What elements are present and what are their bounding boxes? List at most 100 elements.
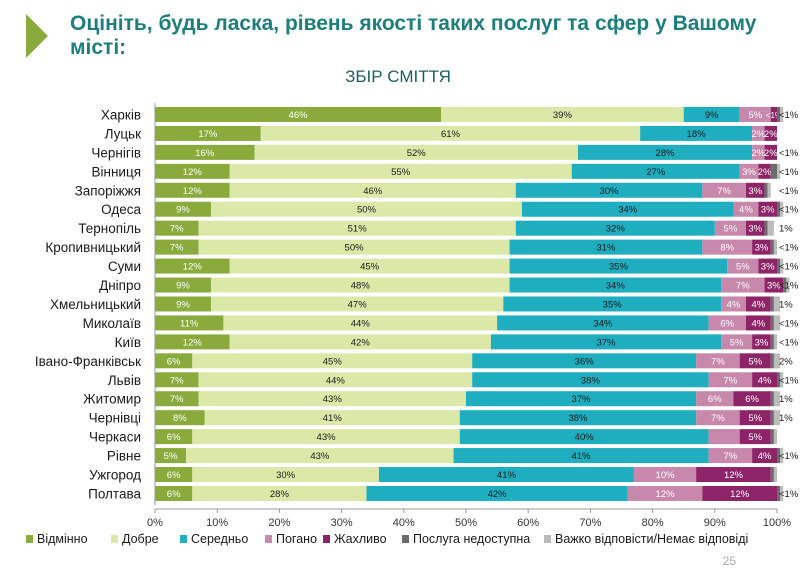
bar-segment [497,315,709,331]
x-tick-label: 10% [206,517,228,529]
bar-segment [777,201,781,217]
bar-segment [198,239,510,255]
segment-label: 6% [167,432,181,443]
legend-label: Середньо [191,532,248,546]
bar-segment [752,144,765,160]
segment-label: 12% [656,489,676,500]
segment-label: 5% [723,224,737,235]
segment-label: 5% [748,432,762,443]
bar-segment [780,448,784,464]
category-label: Ужгород [89,468,141,483]
bar-segment [773,239,777,255]
segment-label: 2% [751,148,765,159]
segment-label: 6% [167,489,181,500]
bar-segment [155,353,193,369]
bar-segment [752,334,771,350]
bar-segment [758,163,771,179]
category-label: Дніпро [99,278,141,293]
segment-label: 42% [488,489,508,500]
segment-label: 28% [270,489,290,500]
bar-segment [773,353,781,369]
outside-label: <1% [779,451,799,462]
segment-label: 4% [727,299,741,310]
bar-segment [155,429,193,445]
segment-label: 2% [764,148,778,159]
bar-segment [764,144,777,160]
segment-label: 31% [596,243,616,254]
segment-label: 38% [581,375,601,386]
segment-label: 46% [289,110,309,121]
segment-label: 3% [761,262,775,273]
bar-segment [627,485,703,501]
segment-label: 43% [317,432,337,443]
segment-label: 4% [758,375,772,386]
bar-segment [254,144,578,160]
segment-label: 3% [755,337,769,348]
bar-segment [708,448,753,464]
bar-segment [155,372,199,388]
bar-segment [155,258,230,274]
category-label: Вінниця [92,164,142,179]
segment-label: 7% [723,375,737,386]
bar-segment [733,201,759,217]
bar-segment [155,296,211,312]
segment-label: 47% [348,299,368,310]
bar-segment [155,125,261,141]
outside-label: <1% [779,281,799,292]
bar-segment [577,144,753,160]
bar-segment [472,372,709,388]
page-title: Оцініть, будь ласка, рівень якості таких… [70,12,757,59]
segment-label: 37% [596,337,616,348]
bar-segment [770,353,774,369]
bar-segment [739,410,771,426]
bar-segment [198,220,516,236]
segment-label: 7% [170,394,184,405]
bar-segment [155,144,255,160]
segment-label: 8% [720,243,734,254]
bar-segment [752,372,777,388]
segment-label: 10% [656,470,676,481]
segment-label: 30% [600,186,620,197]
legend-swatch [180,535,187,543]
segment-label: 3% [755,243,769,254]
bar-segment [770,391,774,407]
segment-label: 7% [717,186,731,197]
bar-segment [764,182,768,198]
bar-segment [186,448,454,464]
segment-label: 11% [180,318,199,329]
bar-segment [192,353,473,369]
segment-label: 32% [606,224,626,235]
bar-segment [155,163,230,179]
bar-segment [155,334,230,350]
bar-segment [204,410,460,426]
bar-segment [453,448,709,464]
segment-label: 5% [748,413,762,424]
bar-segment [155,106,442,122]
bar-segment [780,106,784,122]
bar-segment [155,448,187,464]
bar-segment [777,258,781,274]
bar-segment [366,485,628,501]
legend-label: Послуга недоступна [413,532,530,546]
segment-label: 17% [198,129,218,140]
segment-label: 39% [553,110,573,121]
bar-segment [640,125,753,141]
outside-label: 2% [779,356,793,367]
segment-label: 12% [724,470,744,481]
x-tick-label: 0% [147,517,163,529]
bar-segment [770,239,774,255]
bar-segment [472,353,697,369]
category-label: Черкаси [89,430,141,445]
bar-segment [770,334,774,350]
segment-label: 43% [310,451,330,462]
segment-label: 9% [176,205,190,216]
category-label: Одеса [101,202,141,217]
legend-swatch [323,535,330,543]
segment-label: 8% [173,413,187,424]
bar-segment [260,125,641,141]
bar-segment [503,296,722,312]
segment-label: 43% [323,394,343,405]
segment-label: 6% [708,394,722,405]
bar-segment [773,296,781,312]
segment-label: 12% [730,489,750,500]
